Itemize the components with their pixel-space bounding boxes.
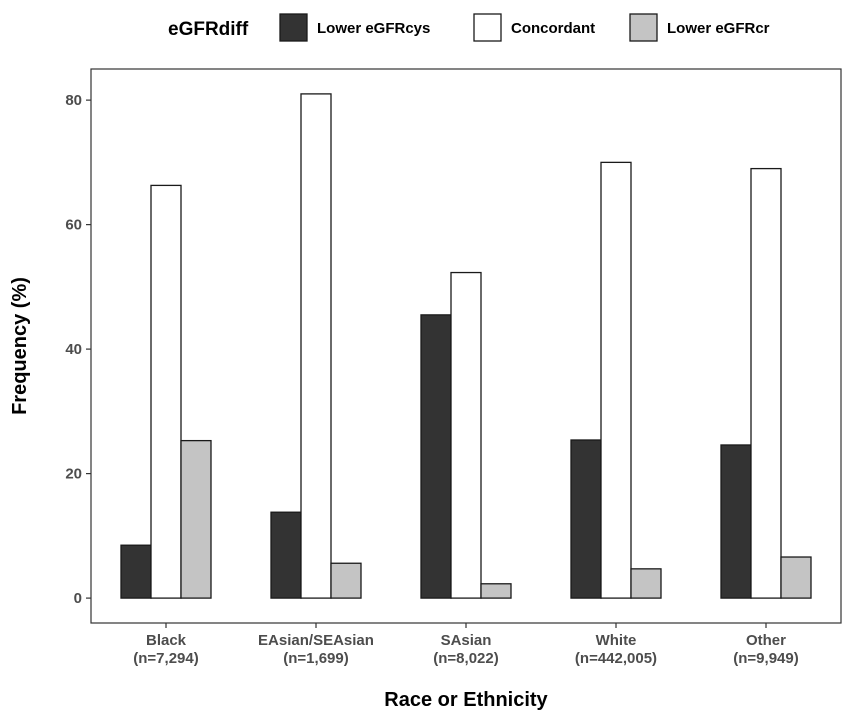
legend: eGFRdiff Lower eGFRcys Concordant Lower eG…	[168, 13, 770, 42]
x-tick-label: EAsian/SEAsian (n=1,699)	[258, 632, 374, 667]
bars	[120, 93, 812, 599]
bar-lower-egfrcys-0	[120, 544, 152, 599]
x-tick-label: SAsian (n=8,022)	[433, 632, 498, 667]
bar-lower-egfrcys-3	[570, 439, 602, 599]
bar-lower-egfrcr-2	[480, 583, 512, 599]
y-tick-label: 20	[65, 466, 82, 483]
bar-concordant-2	[450, 271, 482, 599]
x-tick-label: Black (n=7,294)	[133, 632, 198, 667]
x-axis-title: Race or Ethnicity	[384, 689, 548, 711]
bar-lower-egfrcys-1	[270, 511, 302, 599]
bar-concordant-3	[600, 161, 632, 599]
y-axis-title: Frequency (%)	[9, 277, 31, 415]
bar-lower-egfrcr-0	[180, 439, 212, 599]
bar-lower-egfrcr-4	[780, 556, 812, 599]
y-tick-label: 80	[65, 92, 82, 109]
x-tick-label: Other (n=9,949)	[733, 632, 798, 667]
bar-lower-egfrcys-2	[420, 314, 452, 599]
legend-label: Concordant	[511, 20, 595, 37]
bar-lower-egfrcr-3	[630, 568, 662, 599]
bar-concordant-1	[300, 93, 332, 599]
legend-key-concordant	[473, 13, 502, 42]
y-tick-label: 40	[65, 341, 82, 358]
x-tick-label: White (n=442,005)	[575, 632, 657, 667]
bar-concordant-4	[750, 167, 782, 599]
bar-concordant-0	[150, 184, 182, 599]
legend-key-lower-egfrcys	[279, 13, 308, 42]
y-tick-label: 0	[74, 590, 82, 607]
legend-key-lower-egfrcr	[629, 13, 658, 42]
x-axis: Black (n=7,294) EAsian/SEAsian (n=1,699) SAs…	[133, 623, 799, 667]
bar-lower-egfrcys-4	[720, 444, 752, 599]
y-axis: 0 20 40 60 80	[65, 92, 91, 607]
bar-lower-egfrcr-1	[330, 562, 362, 599]
y-tick-label: 60	[65, 217, 82, 234]
legend-label: Lower eGFRcr	[667, 20, 770, 37]
legend-title: eGFRdiff	[168, 19, 249, 40]
legend-label: Lower eGFRcys	[317, 20, 430, 37]
